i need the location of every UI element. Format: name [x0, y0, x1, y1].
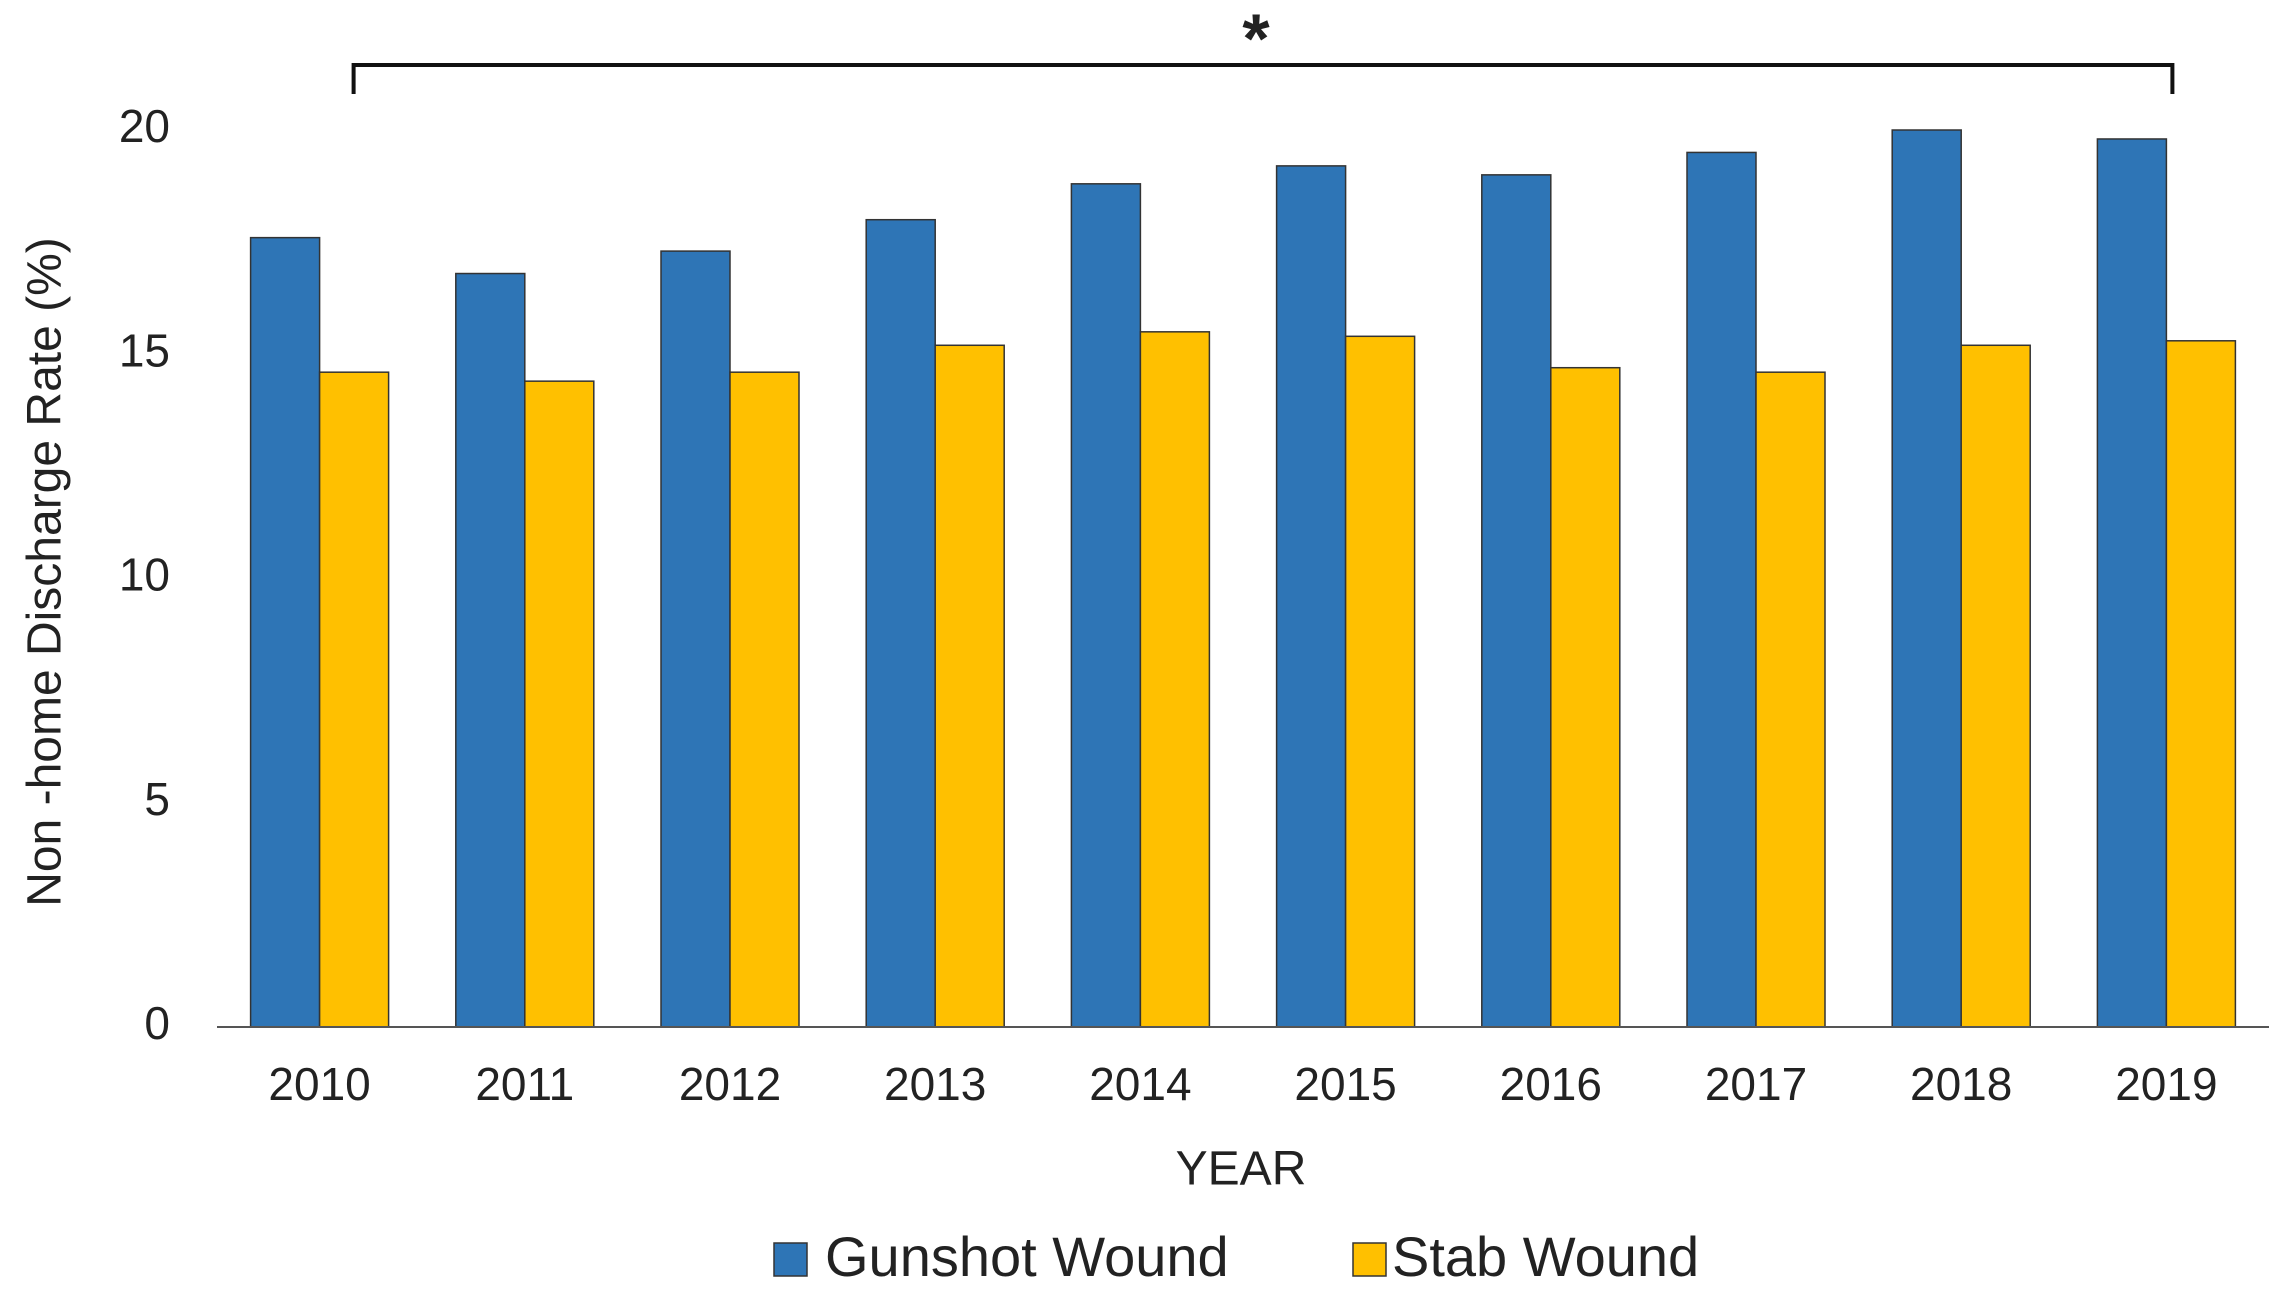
bar — [1344, 335, 1416, 1028]
bar — [1891, 129, 1962, 1028]
y-tick-label: 15 — [119, 324, 170, 376]
significance-bracket — [351, 63, 2175, 94]
bar — [1481, 174, 1552, 1028]
y-tick-label: 0 — [144, 997, 170, 1049]
legend-label: Stab Wound — [1392, 1225, 1699, 1288]
legend-label: Gunshot Wound — [825, 1225, 1229, 1288]
x-tick-label: 2018 — [1910, 1058, 2012, 1110]
bar — [2096, 138, 2168, 1028]
bar — [1960, 344, 2031, 1028]
bar — [1070, 183, 1142, 1028]
y-axis-title: Non -home Discharge Rate (%) — [19, 237, 72, 907]
y-tick-label: 10 — [119, 549, 170, 601]
bar — [660, 250, 731, 1028]
x-tick-label: 2017 — [1705, 1058, 1807, 1110]
bar — [2165, 340, 2237, 1028]
bar — [318, 371, 390, 1028]
x-tick-label: 2013 — [884, 1058, 986, 1110]
legend-swatch — [1352, 1242, 1387, 1277]
legend-swatch — [773, 1242, 808, 1277]
x-tick-label: 2010 — [268, 1058, 370, 1110]
bar — [1755, 371, 1826, 1028]
bar — [249, 236, 321, 1028]
bar — [1686, 151, 1757, 1028]
bar — [1139, 331, 1211, 1028]
bar — [524, 380, 595, 1028]
bar — [1550, 366, 1621, 1028]
x-tick-label: 2011 — [475, 1058, 574, 1110]
x-tick-label: 2015 — [1294, 1058, 1396, 1110]
x-tick-label: 2016 — [1500, 1058, 1602, 1110]
x-tick-label: 2014 — [1089, 1058, 1191, 1110]
bar — [455, 272, 526, 1028]
bar — [934, 344, 1005, 1028]
x-axis-title: YEAR — [1176, 1143, 1307, 1196]
x-tick-label: 2012 — [679, 1058, 781, 1110]
bar — [865, 218, 936, 1028]
y-tick-label: 20 — [119, 100, 170, 152]
bar — [729, 371, 800, 1028]
x-tick-label: 2019 — [2115, 1058, 2217, 1110]
y-tick-label: 5 — [144, 773, 170, 825]
bar — [1275, 165, 1347, 1028]
